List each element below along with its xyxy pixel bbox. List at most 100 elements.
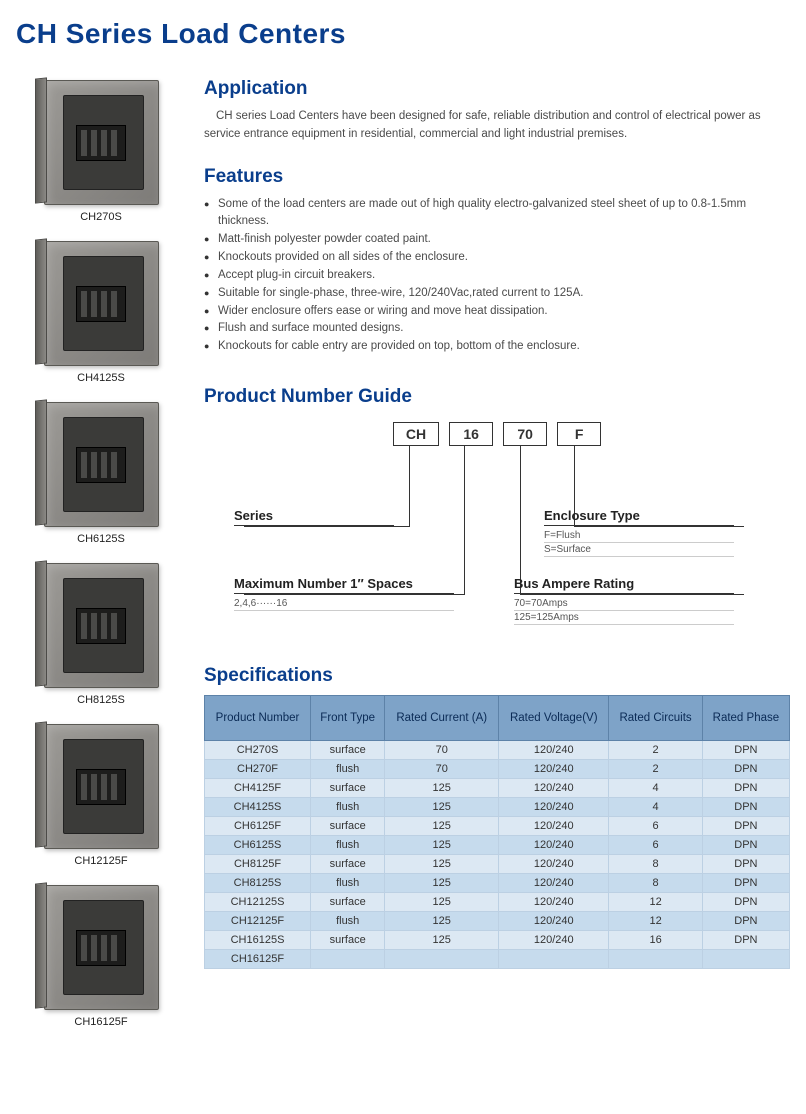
table-cell: surface xyxy=(311,816,385,835)
png-bus-rating-line: 125=125Amps xyxy=(514,611,734,625)
content-column: Application CH series Load Centers have … xyxy=(204,74,790,1046)
table-cell: 125 xyxy=(385,930,499,949)
table-row: CH16125F xyxy=(205,949,790,968)
table-cell: 2 xyxy=(609,759,702,778)
table-cell: DPN xyxy=(702,930,789,949)
table-cell: 8 xyxy=(609,854,702,873)
table-cell: 125 xyxy=(385,797,499,816)
enclosure-image xyxy=(44,402,159,527)
table-cell: DPN xyxy=(702,911,789,930)
table-cell: DPN xyxy=(702,740,789,759)
product-image-label: CH16125F xyxy=(74,1016,127,1028)
png-connector-line xyxy=(520,446,521,594)
table-row: CH8125Sflush125120/2408DPN xyxy=(205,873,790,892)
table-cell: flush xyxy=(311,759,385,778)
table-row: CH8125Fsurface125120/2408DPN xyxy=(205,854,790,873)
table-cell: 12 xyxy=(609,892,702,911)
application-heading: Application xyxy=(204,78,790,100)
specs-column-header: Rated Voltage(V) xyxy=(499,695,609,740)
product-image-block: CH8125S xyxy=(16,563,186,706)
table-row: CH270Ssurface70120/2402DPN xyxy=(205,740,790,759)
table-cell: CH270S xyxy=(205,740,311,759)
specifications-heading: Specifications xyxy=(204,665,790,687)
table-cell xyxy=(702,949,789,968)
specs-column-header: Front Type xyxy=(311,695,385,740)
table-cell xyxy=(385,949,499,968)
table-cell: 70 xyxy=(385,759,499,778)
table-cell: 125 xyxy=(385,816,499,835)
table-cell: 70 xyxy=(385,740,499,759)
png-max-spaces-title: Maximum Number 1″ Spaces xyxy=(234,576,454,594)
table-cell: 120/240 xyxy=(499,816,609,835)
specs-column-header: Rated Phase xyxy=(702,695,789,740)
feature-item: Wider enclosure offers ease or wiring an… xyxy=(204,303,790,321)
table-cell: 8 xyxy=(609,873,702,892)
table-cell: flush xyxy=(311,873,385,892)
table-cell: 4 xyxy=(609,797,702,816)
table-cell: 6 xyxy=(609,835,702,854)
table-cell: flush xyxy=(311,835,385,854)
table-cell: 16 xyxy=(609,930,702,949)
table-cell: 2 xyxy=(609,740,702,759)
table-cell: DPN xyxy=(702,854,789,873)
table-cell: CH12125F xyxy=(205,911,311,930)
table-cell: 125 xyxy=(385,854,499,873)
table-cell: DPN xyxy=(702,892,789,911)
feature-item: Knockouts provided on all sides of the e… xyxy=(204,249,790,267)
product-image-block: CH12125F xyxy=(16,724,186,867)
features-list: Some of the load centers are made out of… xyxy=(204,196,790,356)
table-cell: surface xyxy=(311,854,385,873)
table-cell: 125 xyxy=(385,911,499,930)
product-number-guide-heading: Product Number Guide xyxy=(204,386,790,408)
application-text: CH series Load Centers have been designe… xyxy=(204,108,790,144)
table-cell: surface xyxy=(311,740,385,759)
table-cell: 120/240 xyxy=(499,835,609,854)
png-series-label: Series xyxy=(234,508,394,529)
product-number-guide-diagram: CH1670F Series Enclosure Type F=Flush S=… xyxy=(204,422,790,637)
table-cell: 120/240 xyxy=(499,759,609,778)
png-enclosure-type-label: Enclosure Type F=Flush S=Surface xyxy=(544,508,734,557)
png-enclosure-type-line: S=Surface xyxy=(544,543,734,557)
enclosure-image xyxy=(44,80,159,205)
table-cell: surface xyxy=(311,778,385,797)
table-cell: CH6125F xyxy=(205,816,311,835)
feature-item: Some of the load centers are made out of… xyxy=(204,196,790,232)
png-max-spaces-label: Maximum Number 1″ Spaces 2,4,6······16 xyxy=(234,576,454,611)
feature-item: Accept plug-in circuit breakers. xyxy=(204,267,790,285)
table-row: CH4125Sflush125120/2404DPN xyxy=(205,797,790,816)
feature-item: Flush and surface mounted designs. xyxy=(204,320,790,338)
table-row: CH6125Fsurface125120/2406DPN xyxy=(205,816,790,835)
png-code-box: 16 xyxy=(449,422,493,446)
table-cell: 120/240 xyxy=(499,930,609,949)
specs-header-row: Product NumberFront TypeRated Current (A… xyxy=(205,695,790,740)
product-image-block: CH6125S xyxy=(16,402,186,545)
two-column-layout: CH270SCH4125SCH6125SCH8125SCH12125FCH161… xyxy=(16,74,790,1046)
table-cell: CH4125F xyxy=(205,778,311,797)
features-heading: Features xyxy=(204,166,790,188)
table-cell: DPN xyxy=(702,797,789,816)
table-cell: 125 xyxy=(385,873,499,892)
table-cell: DPN xyxy=(702,778,789,797)
enclosure-image xyxy=(44,724,159,849)
png-connector-line xyxy=(409,446,410,526)
table-cell xyxy=(311,949,385,968)
specs-column-header: Product Number xyxy=(205,695,311,740)
table-cell: 12 xyxy=(609,911,702,930)
specs-body: CH270Ssurface70120/2402DPNCH270Fflush701… xyxy=(205,740,790,968)
png-enclosure-type-line: F=Flush xyxy=(544,529,734,543)
specs-column-header: Rated Current (A) xyxy=(385,695,499,740)
table-cell: 6 xyxy=(609,816,702,835)
product-image-label: CH270S xyxy=(80,211,122,223)
table-cell: 120/240 xyxy=(499,778,609,797)
table-cell: CH16125F xyxy=(205,949,311,968)
table-cell: 120/240 xyxy=(499,740,609,759)
enclosure-image xyxy=(44,563,159,688)
product-image-column: CH270SCH4125SCH6125SCH8125SCH12125FCH161… xyxy=(16,74,186,1046)
png-bus-rating-line: 70=70Amps xyxy=(514,597,734,611)
specifications-table: Product NumberFront TypeRated Current (A… xyxy=(204,695,790,969)
table-cell: CH8125S xyxy=(205,873,311,892)
specs-column-header: Rated Circuits xyxy=(609,695,702,740)
png-bus-rating-label: Bus Ampere Rating 70=70Amps 125=125Amps xyxy=(514,576,734,625)
product-image-label: CH6125S xyxy=(77,533,125,545)
table-cell: DPN xyxy=(702,873,789,892)
